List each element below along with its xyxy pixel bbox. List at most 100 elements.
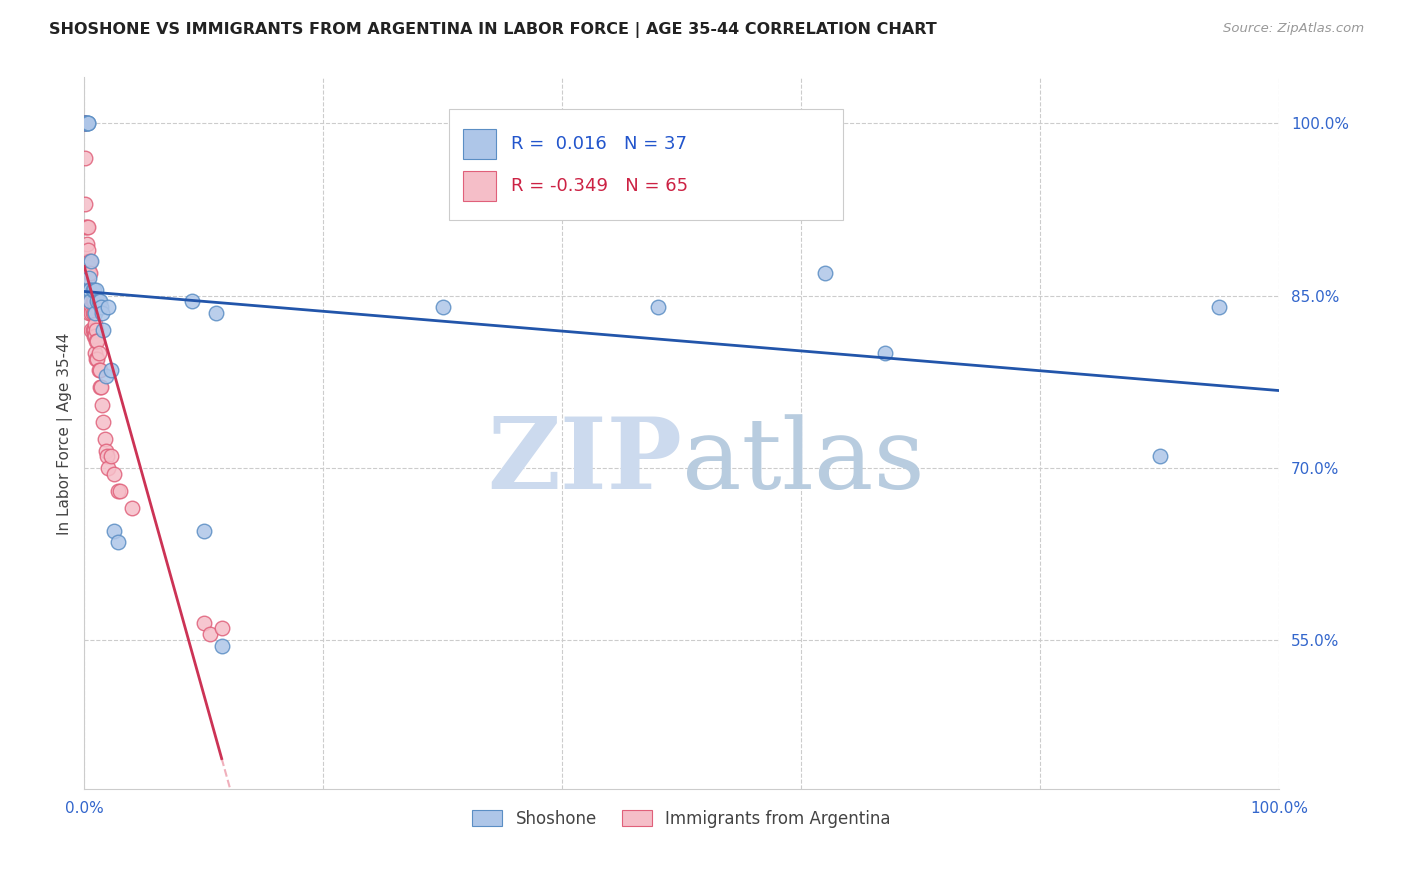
Point bbox=[94, 443, 117, 458]
Bar bbox=[463, 171, 496, 202]
Point bbox=[83, 328, 105, 343]
Point bbox=[75, 219, 97, 234]
Point bbox=[86, 294, 108, 309]
Point bbox=[211, 622, 233, 636]
Point bbox=[77, 283, 100, 297]
Text: Source: ZipAtlas.com: Source: ZipAtlas.com bbox=[1223, 22, 1364, 36]
Point bbox=[77, 277, 100, 291]
Point bbox=[79, 254, 101, 268]
Point bbox=[87, 363, 110, 377]
Point bbox=[89, 294, 111, 309]
Point bbox=[86, 334, 108, 349]
Point bbox=[73, 116, 96, 130]
Point bbox=[76, 254, 98, 268]
Point bbox=[198, 627, 221, 641]
Point bbox=[73, 116, 96, 130]
Point bbox=[73, 116, 96, 130]
Point bbox=[77, 266, 100, 280]
Point bbox=[82, 283, 104, 297]
Point bbox=[84, 334, 107, 349]
Point bbox=[97, 460, 120, 475]
Point bbox=[77, 260, 100, 274]
Point bbox=[75, 196, 97, 211]
Point bbox=[211, 639, 233, 653]
Point bbox=[80, 283, 103, 297]
Point bbox=[84, 318, 107, 332]
Point bbox=[204, 306, 226, 320]
Point bbox=[97, 300, 120, 314]
Point bbox=[80, 300, 103, 314]
Point bbox=[73, 116, 96, 130]
Point bbox=[89, 380, 111, 394]
Point bbox=[193, 615, 215, 630]
Y-axis label: In Labor Force | Age 35-44: In Labor Force | Age 35-44 bbox=[58, 332, 73, 534]
Point bbox=[79, 266, 101, 280]
Point bbox=[84, 328, 107, 343]
Point bbox=[80, 306, 103, 320]
Point bbox=[91, 306, 114, 320]
Point bbox=[83, 323, 105, 337]
Point bbox=[76, 116, 98, 130]
Point bbox=[83, 294, 105, 309]
Point bbox=[108, 483, 131, 498]
FancyBboxPatch shape bbox=[449, 110, 844, 219]
Point bbox=[94, 368, 117, 383]
Point bbox=[107, 483, 129, 498]
Point bbox=[103, 524, 125, 538]
Point bbox=[93, 432, 115, 446]
Point bbox=[84, 306, 107, 320]
Point bbox=[93, 415, 115, 429]
Point bbox=[76, 219, 98, 234]
Point bbox=[79, 294, 101, 309]
Point bbox=[77, 219, 100, 234]
Point bbox=[82, 323, 104, 337]
Point bbox=[75, 116, 97, 130]
Point bbox=[647, 300, 669, 314]
Point bbox=[93, 323, 115, 337]
Point bbox=[77, 116, 100, 130]
Point bbox=[77, 306, 100, 320]
Point bbox=[82, 294, 104, 309]
Point bbox=[86, 351, 108, 366]
Point bbox=[76, 116, 98, 130]
Point bbox=[814, 266, 837, 280]
Bar bbox=[463, 128, 496, 159]
Point bbox=[73, 116, 96, 130]
Point bbox=[79, 294, 101, 309]
Point bbox=[73, 116, 96, 130]
Point bbox=[100, 450, 122, 464]
Point bbox=[87, 346, 110, 360]
Point bbox=[76, 236, 98, 251]
Point bbox=[73, 116, 96, 130]
Point bbox=[77, 283, 100, 297]
Point bbox=[103, 467, 125, 481]
Point bbox=[80, 323, 103, 337]
Point bbox=[77, 294, 100, 309]
Point bbox=[79, 283, 101, 297]
Point bbox=[77, 271, 100, 285]
Text: R =  0.016   N = 37: R = 0.016 N = 37 bbox=[510, 135, 686, 153]
Point bbox=[91, 398, 114, 412]
Point bbox=[73, 116, 96, 130]
Point bbox=[83, 306, 105, 320]
Point bbox=[77, 300, 100, 314]
Point bbox=[107, 535, 129, 549]
Point bbox=[89, 363, 111, 377]
Point bbox=[873, 346, 896, 360]
Point bbox=[193, 524, 215, 538]
Point bbox=[1149, 450, 1171, 464]
Text: ZIP: ZIP bbox=[486, 413, 682, 510]
Legend: Shoshone, Immigrants from Argentina: Shoshone, Immigrants from Argentina bbox=[465, 803, 897, 834]
Point bbox=[90, 300, 112, 314]
Point bbox=[75, 151, 97, 165]
Point bbox=[84, 323, 107, 337]
Point bbox=[1208, 300, 1230, 314]
Point bbox=[100, 363, 122, 377]
Point bbox=[87, 294, 110, 309]
Point bbox=[75, 116, 97, 130]
Point bbox=[84, 346, 107, 360]
Point bbox=[79, 283, 101, 297]
Point bbox=[96, 450, 118, 464]
Point bbox=[77, 116, 100, 130]
Point bbox=[80, 254, 103, 268]
